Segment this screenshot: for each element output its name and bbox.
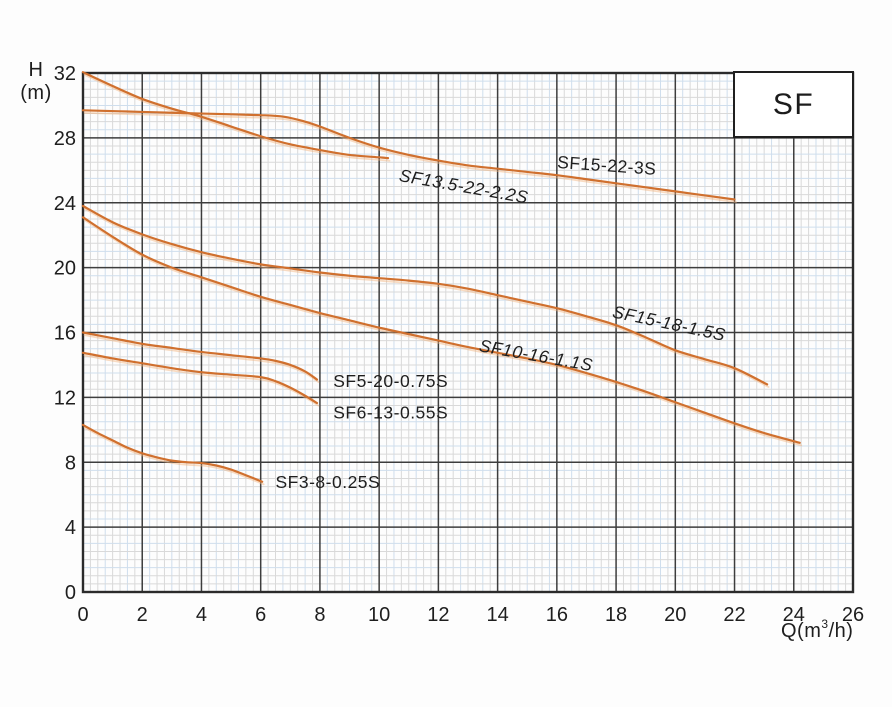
y-tick-label: 28 [54, 128, 76, 150]
y-tick-label: 24 [54, 193, 76, 215]
x-axis-title-prefix: Q(m [781, 620, 822, 642]
y-axis-title-unit: (m) [20, 82, 52, 104]
curve-SF3-8-0.25S [81, 423, 264, 483]
curve-echo [83, 354, 320, 407]
x-axis-title-exponent: 3 [821, 617, 829, 632]
grid-major [83, 73, 853, 592]
x-tick-label: 12 [427, 604, 449, 626]
curve-label-SF5-20-0.75S: SF5-20-0.75S [333, 371, 448, 391]
series-family-label: SF [772, 87, 815, 121]
curve-SF15-18-1.5S [81, 204, 769, 386]
curve-label-SF6-13-0.55S: SF6-13-0.55S [333, 402, 448, 422]
x-axis-title: Q(m3/h) [781, 617, 891, 643]
curve-label-SF10-16-1.1S: SF10-16-1.1S [478, 335, 595, 375]
curve-label-SF3-8-0.25S: SF3-8-0.25S [276, 472, 381, 492]
y-tick-label: 4 [65, 517, 76, 539]
x-tick-label: 8 [314, 604, 325, 626]
curve-echo [83, 112, 737, 204]
y-axis-title: H (m) [8, 59, 64, 105]
curve-SF10-16-1.1S [81, 216, 801, 444]
y-tick-label: 8 [65, 452, 76, 474]
y-axis-title-symbol: H [28, 59, 44, 81]
x-tick-label: 14 [486, 604, 508, 626]
curve-SF15-22-3S [81, 109, 736, 201]
series-family-box: SF [733, 71, 854, 138]
x-tick-label: 16 [546, 604, 568, 626]
curve-SF13.5-22-2.2S [81, 71, 390, 160]
x-axis-title-suffix: /h) [828, 620, 854, 642]
y-tick-label: 20 [54, 258, 76, 280]
curve-echo [83, 334, 320, 384]
y-tick-label: 0 [65, 582, 76, 604]
curve-echoes [83, 73, 803, 486]
x-tick-label: 18 [605, 604, 627, 626]
curve-echo [83, 426, 265, 486]
y-tick-label: 12 [54, 387, 76, 409]
curve-SF6-13-0.55S [81, 351, 319, 405]
x-tick-label: 4 [196, 604, 207, 626]
curve-SF5-20-0.75S [81, 331, 319, 381]
curve-echo [83, 73, 391, 162]
x-tick-label: 2 [137, 604, 148, 626]
curve-echo [83, 207, 770, 388]
curves [81, 71, 801, 483]
x-tick-label: 6 [255, 604, 266, 626]
curve-echo [83, 219, 803, 447]
y-tick-label: 16 [54, 323, 76, 345]
x-tick-label: 20 [664, 604, 686, 626]
x-tick-label: 26 [842, 604, 864, 626]
x-tick-label: 10 [368, 604, 390, 626]
curve-label-SF13.5-22-2.2S: SF13.5-22-2.2S [398, 165, 530, 207]
x-tick-label: 22 [723, 604, 745, 626]
x-tick-label: 0 [77, 604, 88, 626]
y-tick-label: 32 [54, 63, 76, 85]
x-tick-label: 24 [783, 604, 805, 626]
